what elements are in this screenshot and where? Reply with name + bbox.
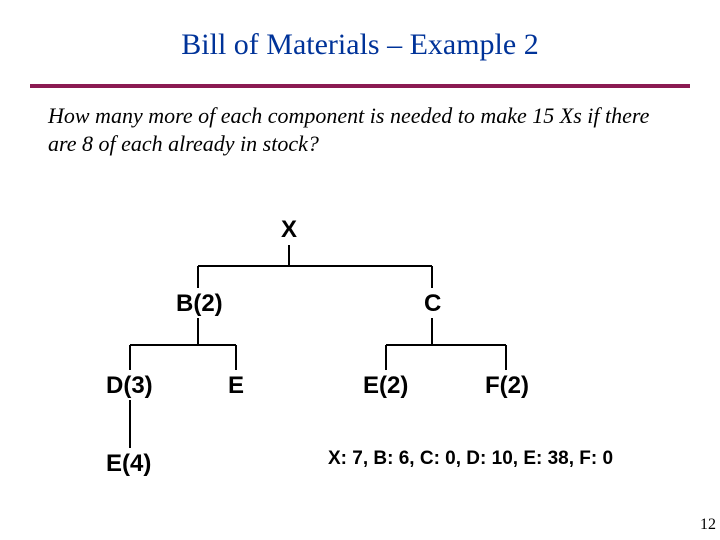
node-E2: E(2): [363, 372, 408, 400]
node-C: C: [424, 290, 441, 318]
page-title: Bill of Materials – Example 2: [0, 0, 720, 62]
answers-line: X: 7, B: 6, C: 0, D: 10, E: 38, F: 0: [328, 448, 613, 470]
node-E1: E: [228, 372, 244, 400]
node-X: X: [281, 216, 297, 244]
page-number: 12: [700, 516, 716, 534]
question-text: How many more of each component is neede…: [48, 102, 672, 157]
node-E4: E(4): [106, 450, 151, 478]
node-D: D(3): [106, 372, 153, 400]
node-B: B(2): [176, 290, 223, 318]
node-F: F(2): [485, 372, 529, 400]
title-rule: [30, 84, 690, 88]
